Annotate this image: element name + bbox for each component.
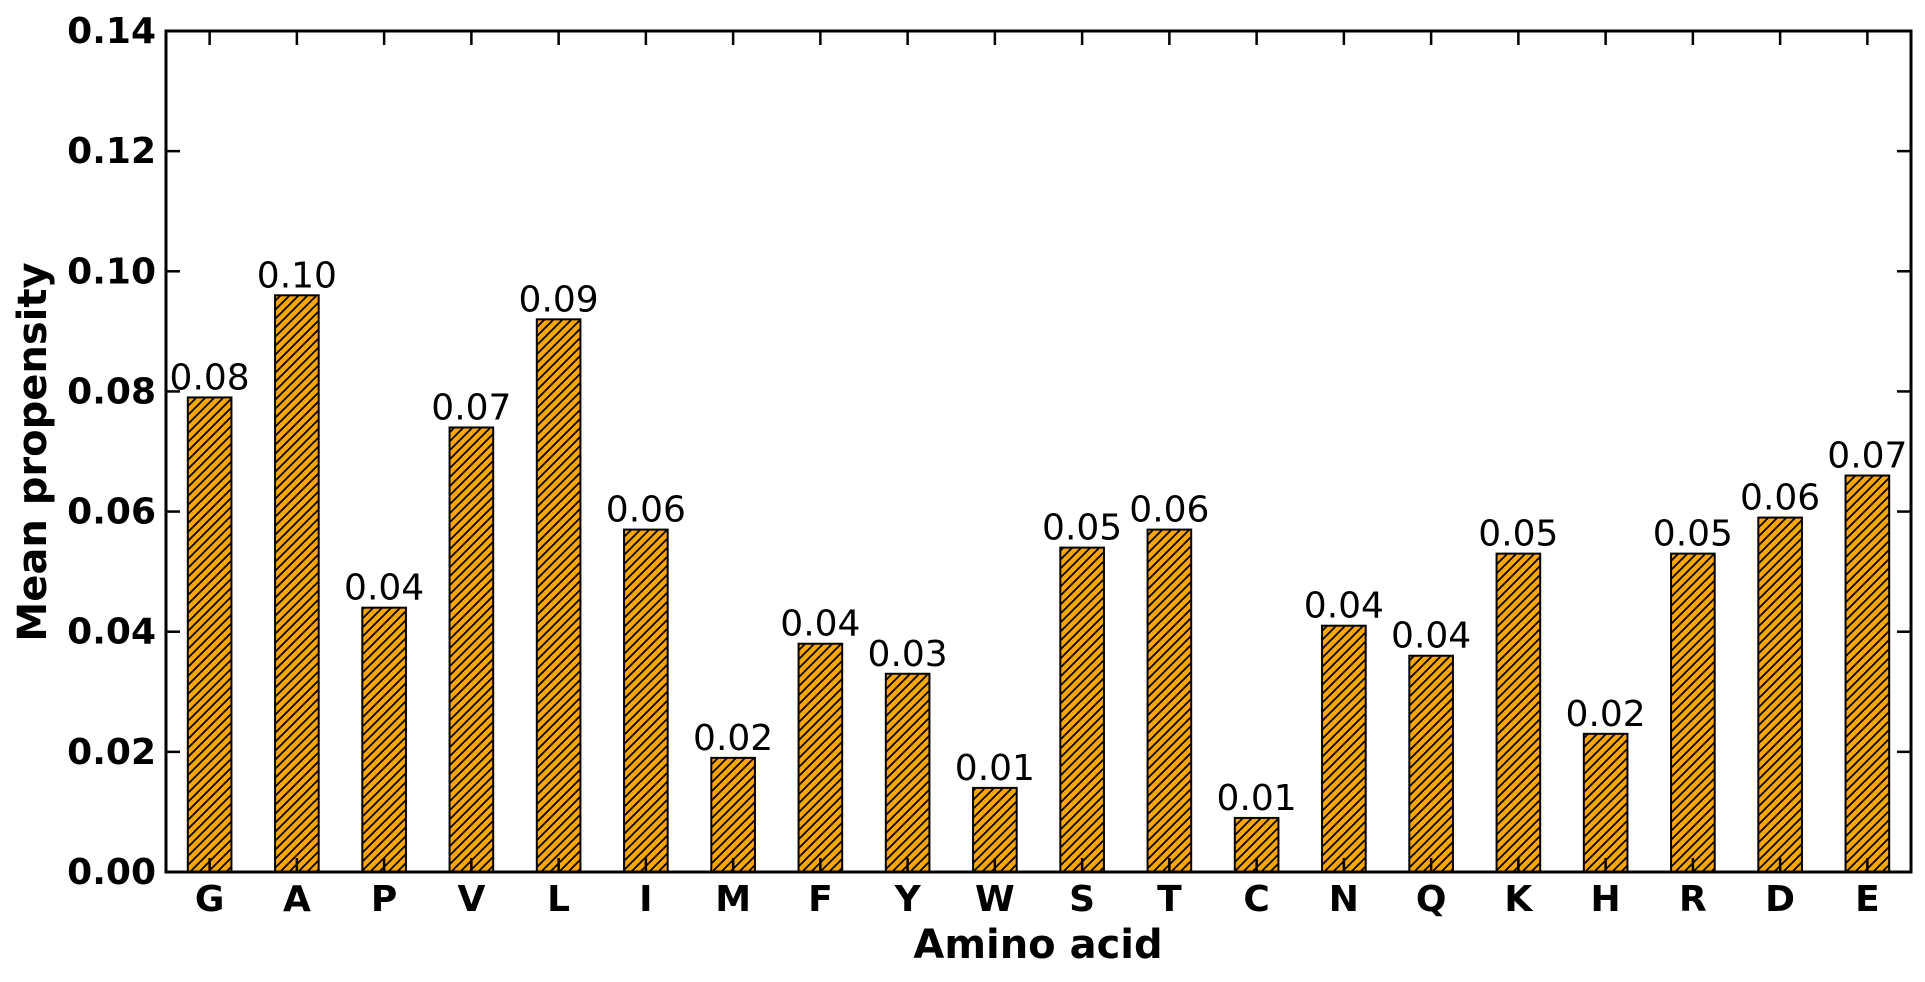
x-tick-label-T: T xyxy=(1157,879,1182,920)
x-tick-label-P: P xyxy=(371,879,397,920)
data-label-T: 0.06 xyxy=(1129,490,1209,531)
bar-F xyxy=(797,642,844,873)
x-tick-label-G: G xyxy=(195,879,225,920)
y-tick-label: 0.14 xyxy=(67,11,156,52)
data-label-F: 0.04 xyxy=(780,604,860,645)
y-tick-label: 0.10 xyxy=(67,251,156,292)
data-label-H: 0.02 xyxy=(1566,694,1646,735)
y-tick-label: 0.02 xyxy=(67,732,156,773)
bar-K xyxy=(1495,552,1542,873)
plot-frame xyxy=(164,29,1913,874)
x-tick-label-L: L xyxy=(547,879,570,920)
data-label-A: 0.10 xyxy=(257,255,337,296)
data-label-D: 0.06 xyxy=(1740,478,1820,519)
bar-M xyxy=(710,756,756,873)
y-tick-label: 0.04 xyxy=(67,612,156,653)
y-tick-label: 0.08 xyxy=(67,371,156,412)
data-label-Y: 0.03 xyxy=(868,634,948,675)
x-tick-label-F: F xyxy=(808,879,833,920)
bar-Y xyxy=(884,672,931,873)
x-tick-label-N: N xyxy=(1329,879,1359,920)
x-tick-label-C: C xyxy=(1243,879,1269,920)
bar-L xyxy=(535,318,582,874)
bar-G xyxy=(186,396,233,873)
y-tick-label: 0.00 xyxy=(67,852,156,893)
data-label-V: 0.07 xyxy=(431,387,511,428)
x-tick-label-R: R xyxy=(1679,879,1707,920)
bar-Q xyxy=(1408,654,1454,873)
x-tick-label-E: E xyxy=(1855,879,1880,920)
y-axis-title: Mean propensity xyxy=(10,262,56,641)
data-label-L: 0.09 xyxy=(519,279,599,320)
x-tick-label-W: W xyxy=(975,879,1015,920)
data-label-K: 0.05 xyxy=(1478,514,1558,555)
x-tick-label-A: A xyxy=(283,879,311,920)
y-tick-label: 0.06 xyxy=(67,492,156,533)
data-label-Q: 0.04 xyxy=(1391,616,1471,657)
bar-A xyxy=(274,294,320,874)
bar-R xyxy=(1670,552,1716,873)
x-tick-label-Q: Q xyxy=(1416,879,1447,920)
bar-H xyxy=(1582,732,1629,873)
data-label-I: 0.06 xyxy=(606,490,686,531)
bar-T xyxy=(1146,528,1193,873)
y-tick-label: 0.12 xyxy=(67,131,156,172)
bar-V xyxy=(448,426,495,873)
x-tick-label-I: I xyxy=(639,879,652,920)
data-label-M: 0.02 xyxy=(693,718,773,759)
x-tick-label-H: H xyxy=(1591,879,1621,920)
data-label-G: 0.08 xyxy=(170,357,250,398)
data-label-P: 0.04 xyxy=(344,568,424,609)
x-tick-label-D: D xyxy=(1765,879,1795,920)
x-tick-label-K: K xyxy=(1504,879,1533,920)
x-tick-label-S: S xyxy=(1069,879,1095,920)
x-tick-label-M: M xyxy=(715,879,751,920)
bar-D xyxy=(1757,516,1803,873)
x-axis-title: Amino acid xyxy=(913,922,1162,968)
data-label-C: 0.01 xyxy=(1217,778,1297,819)
bar-E xyxy=(1844,474,1891,873)
bar-P xyxy=(361,606,407,874)
bar-W xyxy=(972,786,1018,874)
data-label-S: 0.05 xyxy=(1042,508,1122,549)
x-tick-label-Y: Y xyxy=(894,879,922,920)
data-label-E: 0.07 xyxy=(1827,436,1907,477)
plot-area: 0.08 G 0.10 A 0.04 P 0.07 V 0.09 L 0.06 I 0.02 M 0.04 F… xyxy=(67,11,1913,920)
data-label-R: 0.05 xyxy=(1653,514,1733,555)
bar-N xyxy=(1321,624,1367,874)
x-tick-label-V: V xyxy=(457,879,485,920)
bar-I xyxy=(623,528,669,873)
data-label-N: 0.04 xyxy=(1304,586,1384,627)
bar-S xyxy=(1059,546,1105,873)
data-label-W: 0.01 xyxy=(955,748,1035,789)
